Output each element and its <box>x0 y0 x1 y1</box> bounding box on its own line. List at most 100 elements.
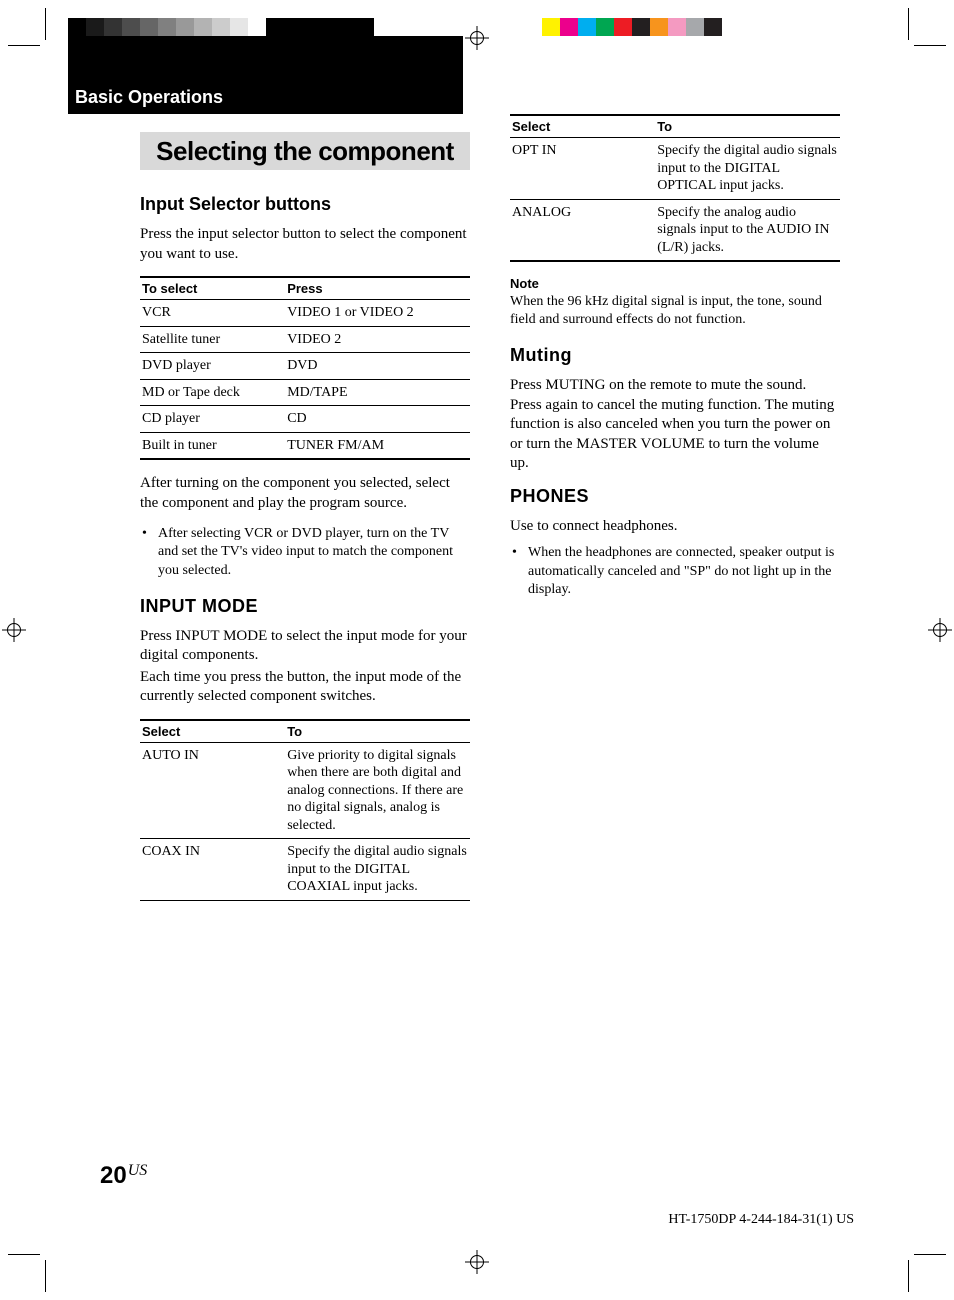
printer-colorbar-left <box>68 18 392 36</box>
left-column: Selecting the component Input Selector b… <box>140 114 470 915</box>
table-cell: CD player <box>140 406 285 433</box>
table-cell: Give priority to digital signals when th… <box>285 742 470 839</box>
color-swatch <box>578 18 596 36</box>
table-row: ANALOGSpecify the analog audio signals i… <box>510 199 840 261</box>
color-swatch <box>140 18 158 36</box>
table-header: Select <box>140 720 285 743</box>
color-swatch <box>356 18 374 36</box>
table-row: DVD playerDVD <box>140 353 470 380</box>
section-tab-label: Basic Operations <box>75 87 223 108</box>
paragraph: Press INPUT MODE to select the input mod… <box>140 627 470 666</box>
color-swatch <box>122 18 140 36</box>
table-row: OPT INSpecify the digital audio signals … <box>510 138 840 200</box>
color-swatch <box>686 18 704 36</box>
color-swatch <box>650 18 668 36</box>
table-body: VCRVIDEO 1 or VIDEO 2Satellite tunerVIDE… <box>140 300 470 460</box>
color-swatch <box>176 18 194 36</box>
paragraph: Use to connect headphones. <box>510 517 840 537</box>
page-title-bar: Selecting the component <box>140 132 470 170</box>
paragraph: Press the input selector button to selec… <box>140 225 470 264</box>
color-swatch <box>230 18 248 36</box>
color-swatch <box>668 18 686 36</box>
table-body: AUTO INGive priority to digital signals … <box>140 742 470 900</box>
color-swatch <box>248 18 266 36</box>
page-number-value: 20 <box>100 1162 127 1189</box>
color-swatch <box>194 18 212 36</box>
color-swatch <box>212 18 230 36</box>
paragraph: Each time you press the button, the inpu… <box>140 668 470 707</box>
table-input-mode-right: Select To OPT INSpecify the digital audi… <box>510 114 840 262</box>
table-cell: MD/TAPE <box>285 379 470 406</box>
note-text: When the 96 kHz digital signal is input,… <box>510 293 840 329</box>
list-item: When the headphones are connected, speak… <box>524 544 840 599</box>
manual-page: Basic Operations Selecting the component… <box>0 0 954 1300</box>
table-cell: Specify the digital audio signals input … <box>285 839 470 901</box>
table-cell: CD <box>285 406 470 433</box>
color-swatch <box>158 18 176 36</box>
table-row: Satellite tunerVIDEO 2 <box>140 326 470 353</box>
table-cell: OPT IN <box>510 138 655 200</box>
footer-document-ref: HT-1750DP 4-244-184-31(1) US <box>668 1212 854 1228</box>
crop-mark <box>8 45 40 46</box>
table-cell: Satellite tuner <box>140 326 285 353</box>
paragraph: After turning on the component you selec… <box>140 474 470 513</box>
paragraph: Press MUTING on the remote to mute the s… <box>510 376 840 474</box>
table-input-selector: To select Press VCRVIDEO 1 or VIDEO 2Sat… <box>140 276 470 460</box>
table-header: Press <box>285 277 470 300</box>
table-row: MD or Tape deckMD/TAPE <box>140 379 470 406</box>
color-swatch <box>104 18 122 36</box>
color-swatch <box>86 18 104 36</box>
color-swatch <box>266 18 284 36</box>
crop-mark <box>914 45 946 46</box>
bullet-list: When the headphones are connected, speak… <box>510 544 840 599</box>
printer-colorbar-right <box>524 18 722 36</box>
color-swatch <box>524 18 542 36</box>
color-swatch <box>614 18 632 36</box>
crop-mark <box>8 1254 40 1255</box>
registration-mark-icon <box>928 618 952 642</box>
color-swatch <box>596 18 614 36</box>
table-cell: AUTO IN <box>140 742 285 839</box>
page-title: Selecting the component <box>148 138 462 165</box>
color-swatch <box>560 18 578 36</box>
heading-input-mode: INPUT MODE <box>140 596 470 617</box>
table-header: To <box>655 115 840 138</box>
table-cell: Built in tuner <box>140 432 285 459</box>
page-region: US <box>128 1162 148 1179</box>
crop-mark <box>908 8 909 40</box>
bullet-list: After selecting VCR or DVD player, turn … <box>140 525 470 580</box>
color-swatch <box>704 18 722 36</box>
table-row: AUTO INGive priority to digital signals … <box>140 742 470 839</box>
table-cell: DVD player <box>140 353 285 380</box>
registration-mark-icon <box>2 618 26 642</box>
crop-mark <box>908 1260 909 1292</box>
color-swatch <box>632 18 650 36</box>
crop-mark <box>914 1254 946 1255</box>
table-row: COAX INSpecify the digital audio signals… <box>140 839 470 901</box>
table-row: VCRVIDEO 1 or VIDEO 2 <box>140 300 470 327</box>
note-label: Note <box>510 276 840 291</box>
list-item: After selecting VCR or DVD player, turn … <box>154 525 470 580</box>
table-cell: VIDEO 2 <box>285 326 470 353</box>
table-cell: Specify the digital audio signals input … <box>655 138 840 200</box>
registration-mark-icon <box>465 1250 489 1274</box>
content-area: Selecting the component Input Selector b… <box>140 114 840 915</box>
table-cell: COAX IN <box>140 839 285 901</box>
crop-mark <box>45 1260 46 1292</box>
heading-phones: PHONES <box>510 486 840 507</box>
color-swatch <box>284 18 302 36</box>
color-swatch <box>338 18 356 36</box>
table-header: Select <box>510 115 655 138</box>
color-swatch <box>68 18 86 36</box>
table-input-mode-left: Select To AUTO INGive priority to digita… <box>140 719 470 901</box>
table-body: OPT INSpecify the digital audio signals … <box>510 138 840 262</box>
color-swatch <box>320 18 338 36</box>
table-header: To <box>285 720 470 743</box>
color-swatch <box>302 18 320 36</box>
table-cell: Specify the analog audio signals input t… <box>655 199 840 261</box>
crop-mark <box>45 8 46 40</box>
table-cell: VCR <box>140 300 285 327</box>
registration-mark-icon <box>465 26 489 50</box>
color-swatch <box>374 18 392 36</box>
table-cell: ANALOG <box>510 199 655 261</box>
